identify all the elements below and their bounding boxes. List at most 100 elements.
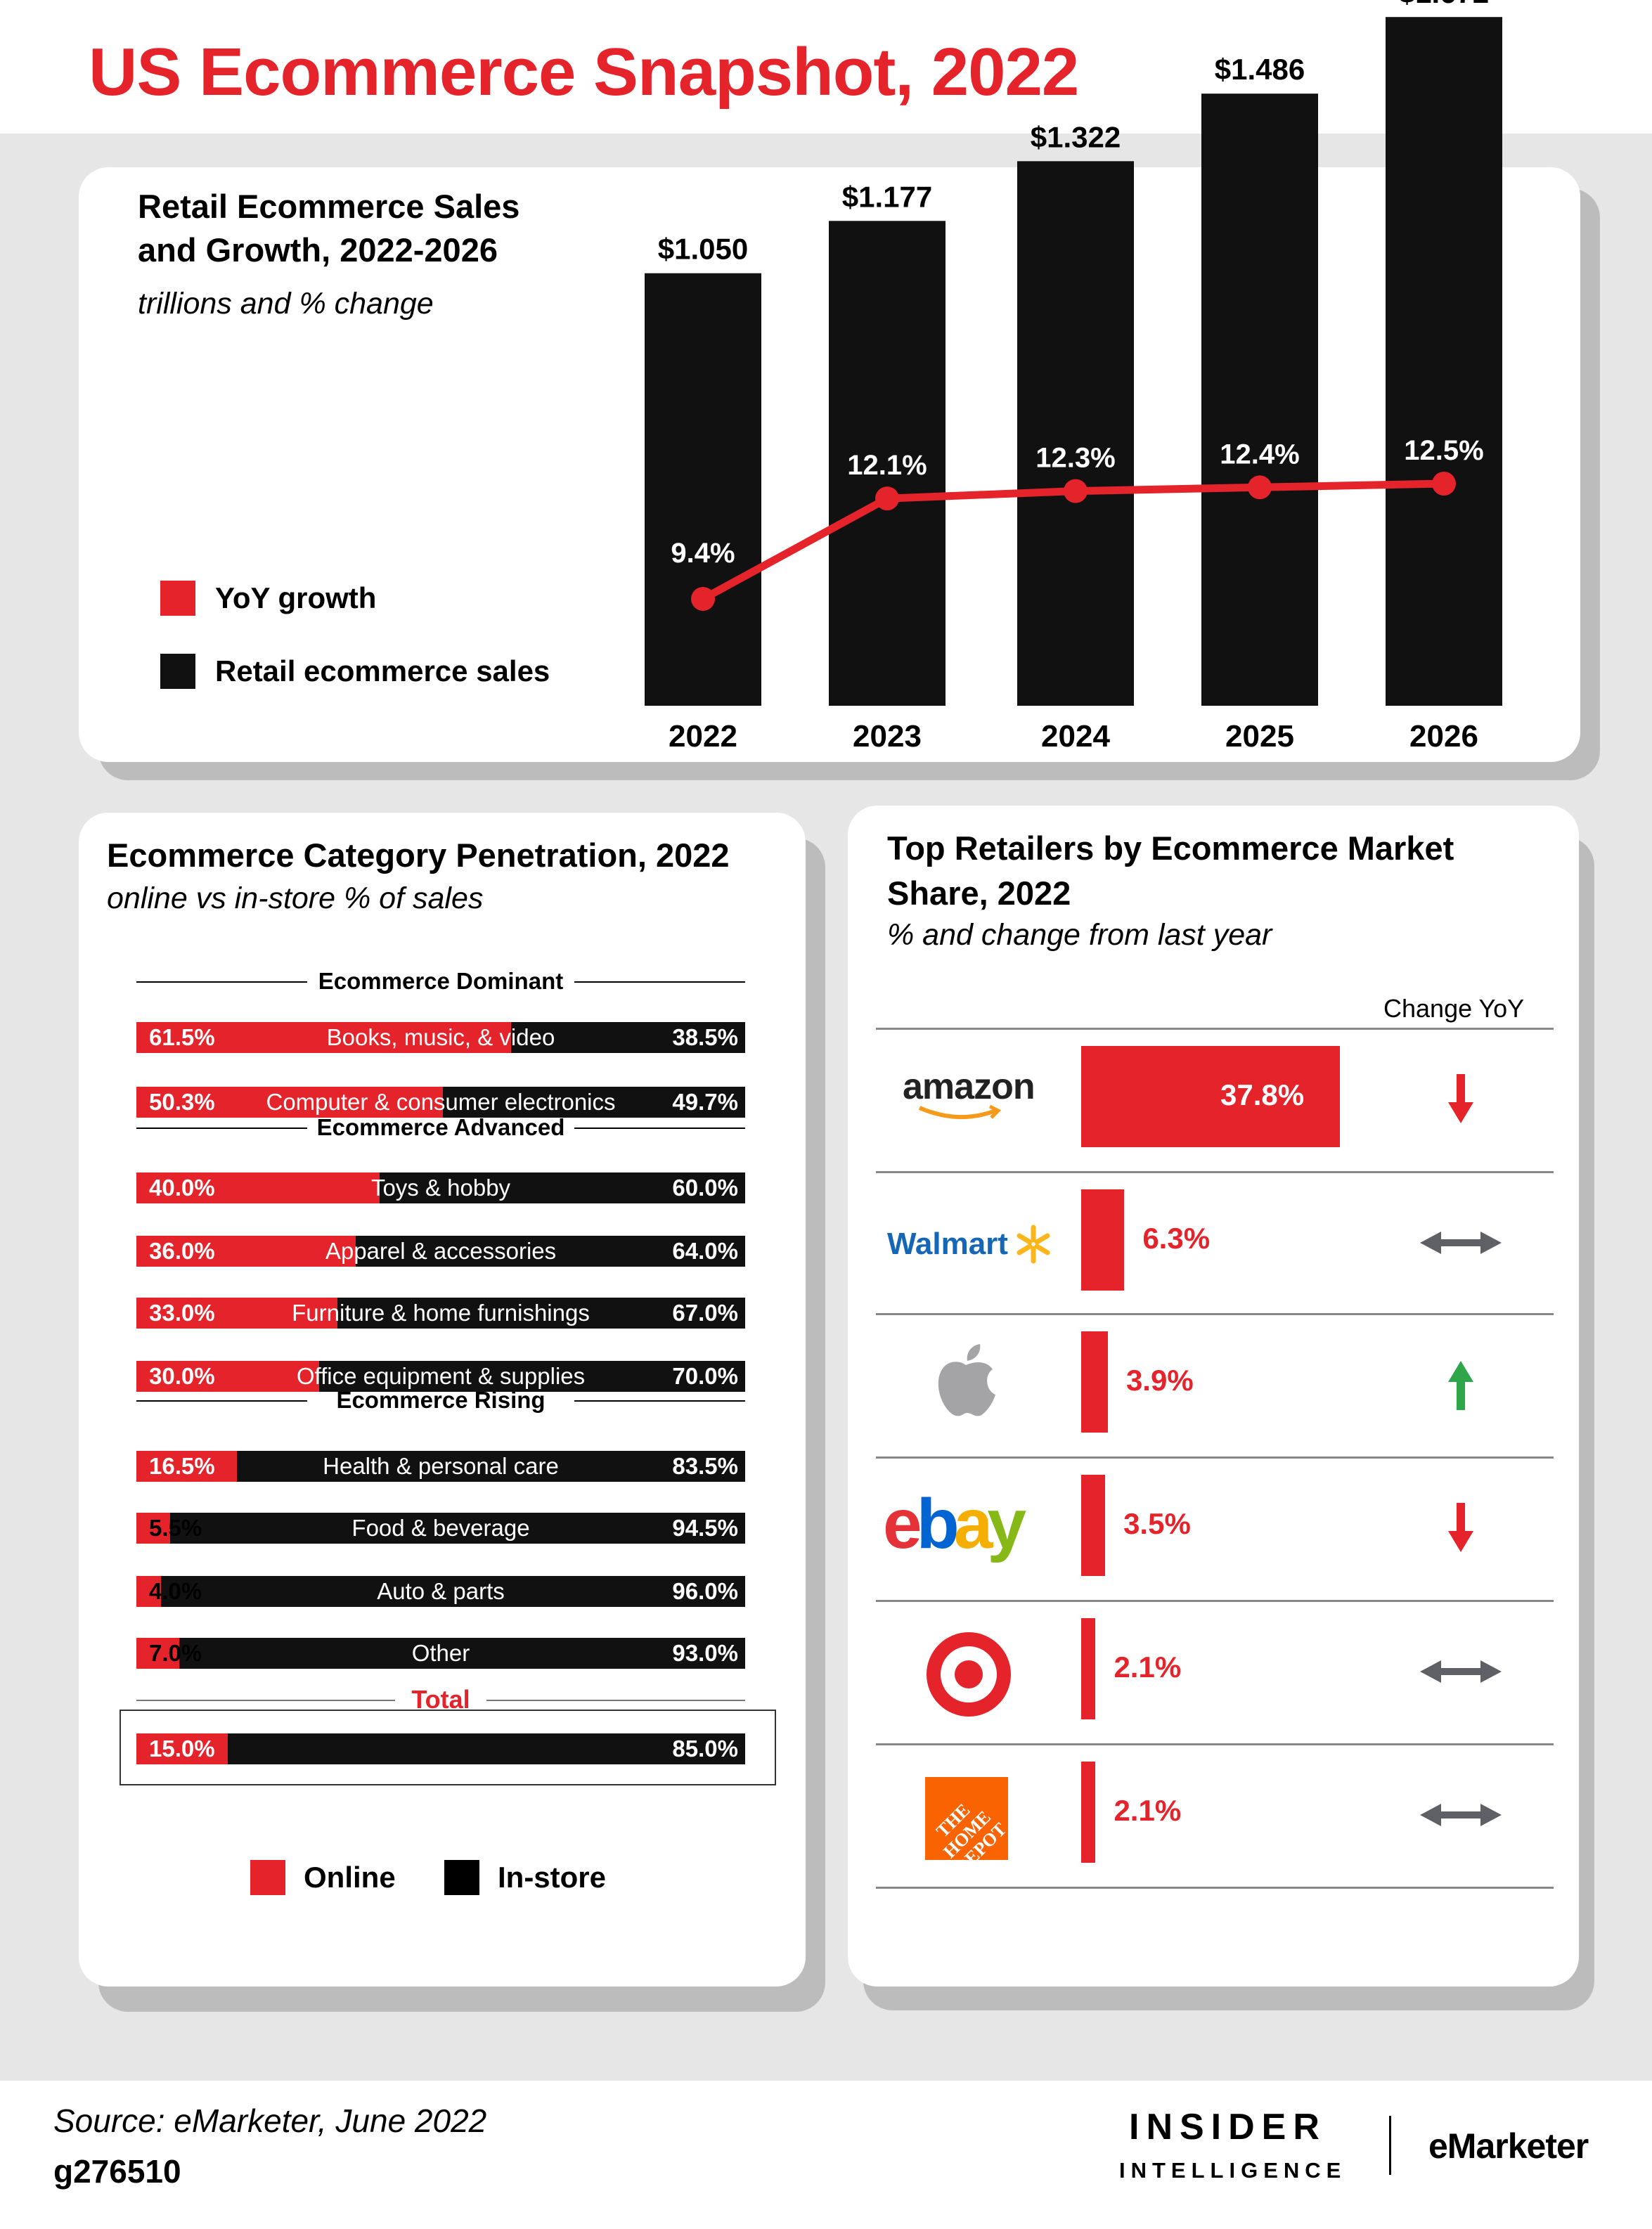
instore-value-label: 67.0% — [672, 1300, 738, 1326]
section-rule-left — [136, 1700, 395, 1701]
category-label: Books, music, & video — [326, 1024, 555, 1050]
row-divider — [876, 1887, 1554, 1889]
sales-subtitle: trillions and % change — [138, 287, 434, 321]
chart-id: g276510 — [53, 2153, 181, 2190]
category-label: Food & beverage — [351, 1515, 530, 1541]
target-logo-icon — [927, 1632, 1011, 1717]
ebay-letter-e: e — [883, 1485, 922, 1563]
penetration-row: 16.5% Health & personal care 83.5% — [136, 1451, 745, 1482]
row-divider — [876, 1743, 1554, 1745]
penetration-row: 30.0% Office equipment & supplies 70.0% — [136, 1361, 745, 1392]
penetration-row: 36.0% Apparel & accessories 64.0% — [136, 1236, 745, 1267]
penetration-row: 33.0% Furniture & home furnishings 67.0% — [136, 1298, 745, 1329]
penetration-row: 40.0% Toys & hobby 60.0% — [136, 1172, 745, 1203]
sales-title-line1: Retail Ecommerce Sales — [138, 188, 520, 225]
market-share-bar — [1081, 1046, 1340, 1147]
online-value-label: 33.0% — [149, 1300, 215, 1326]
year-tick-label: 2025 — [1225, 719, 1294, 754]
section-header: Ecommerce Dominant — [136, 967, 745, 995]
online-value-label: 36.0% — [149, 1238, 215, 1264]
online-segment — [136, 1451, 237, 1482]
retailers-title-line1: Top Retailers by Ecommerce Market — [887, 829, 1454, 867]
ebay-letter-y: y — [987, 1485, 1026, 1563]
online-segment — [136, 1236, 356, 1267]
online-value-label: 15.0% — [149, 1736, 215, 1762]
row-divider — [876, 1600, 1554, 1602]
penetration-title: Ecommerce Category Penetration, 2022 — [107, 836, 730, 874]
market-share-bar — [1081, 1618, 1096, 1719]
ebay-letter-a: a — [953, 1485, 993, 1563]
sales-bar — [1386, 17, 1502, 706]
sales-chart: $1.050 2022 $1.177 2023 $1.322 2024 $1.486 2025… — [645, 0, 1502, 754]
legend-online-label: Online — [304, 1861, 396, 1894]
instore-value-label: 83.5% — [672, 1453, 738, 1479]
walmart-wordmark: Walmart — [887, 1227, 1008, 1261]
section-rule-left — [136, 1400, 307, 1402]
section-rule-right — [486, 1700, 745, 1701]
category-label: Health & personal care — [323, 1453, 559, 1479]
amazon-logo: amazon — [903, 1067, 1043, 1123]
instore-value-label: 93.0% — [672, 1640, 738, 1666]
section-rule-right — [574, 1400, 745, 1402]
insider-brand-line2: INTELLIGENCE — [1119, 2158, 1347, 2183]
arrow-down-icon — [1448, 1074, 1473, 1123]
arrow-both-ways-icon — [1420, 1232, 1502, 1254]
online-value-label: 7.0% — [149, 1640, 202, 1666]
online-value-label: 61.5% — [149, 1024, 215, 1050]
online-value-label: 50.3% — [149, 1089, 215, 1115]
retailers-subtitle: % and change from last year — [887, 918, 1272, 952]
year-tick-label: 2022 — [669, 719, 737, 754]
growth-point — [1432, 472, 1456, 496]
growth-point — [875, 486, 899, 511]
year-tick-label: 2026 — [1409, 719, 1478, 754]
category-label: Auto & parts — [377, 1578, 505, 1604]
section-rule-right — [574, 1128, 745, 1129]
change-yoy-header: Change YoY — [1383, 994, 1525, 1023]
online-value-label: 30.0% — [149, 1363, 215, 1389]
ebay-letter-b: b — [916, 1485, 960, 1563]
section-label: Total — [411, 1685, 470, 1714]
growth-point — [1248, 475, 1272, 500]
insider-brand-line1: INSIDER — [1129, 2107, 1327, 2147]
instore-value-label: 70.0% — [672, 1363, 738, 1389]
online-segment — [136, 1298, 337, 1329]
online-value-label: 4.0% — [149, 1578, 202, 1604]
sales-bar — [1201, 93, 1318, 706]
market-share-label: 37.8% — [1220, 1078, 1305, 1111]
online-segment — [136, 1172, 380, 1203]
section-rule-left — [136, 981, 307, 983]
market-share-bar — [1081, 1762, 1096, 1863]
penetration-row: 15.0% 85.0% — [136, 1733, 745, 1764]
home-depot-wordmark: THE HOME DEPOT — [932, 1800, 1008, 1860]
emarketer-wordmark: eMarketer — [1428, 2126, 1589, 2166]
page-title: US Ecommerce Snapshot, 2022 — [89, 34, 1079, 110]
online-segment — [136, 1022, 511, 1053]
growth-point — [691, 587, 715, 611]
retailers-title-line2: Share, 2022 — [887, 874, 1071, 912]
online-segment — [136, 1638, 179, 1669]
row-divider — [876, 1313, 1554, 1315]
amazon-wordmark: amazon — [903, 1066, 1035, 1107]
penetration-row: 5.5% Food & beverage 94.5% — [136, 1513, 745, 1544]
online-segment — [136, 1576, 161, 1607]
penetration-row: 61.5% Books, music, & video 38.5% — [136, 1022, 745, 1053]
sales-title-line2: and Growth, 2022-2026 — [138, 231, 498, 269]
market-share-bar — [1081, 1189, 1125, 1291]
apple-logo-icon — [938, 1344, 995, 1416]
category-label: Other — [411, 1640, 470, 1666]
online-value-label: 16.5% — [149, 1453, 215, 1479]
instore-value-label: 64.0% — [672, 1238, 738, 1264]
ebay-logo: ebay — [883, 1489, 1052, 1559]
arrow-both-ways-icon — [1420, 1660, 1502, 1683]
instore-value-label: 49.7% — [672, 1089, 738, 1115]
market-share-label: 2.1% — [1114, 1794, 1182, 1827]
emarketer-brand: eMarketer — [1428, 2126, 1589, 2166]
category-label: Computer & consumer electronics — [266, 1089, 616, 1115]
growth-value-label: 12.1% — [847, 450, 927, 481]
market-share-label: 3.9% — [1125, 1364, 1194, 1397]
total-box — [120, 1710, 776, 1785]
amazon-smile-icon — [918, 1104, 1002, 1120]
section-label: Ecommerce Dominant — [318, 968, 564, 994]
category-label: Apparel & accessories — [325, 1238, 557, 1264]
legend-online-swatch — [250, 1860, 285, 1895]
